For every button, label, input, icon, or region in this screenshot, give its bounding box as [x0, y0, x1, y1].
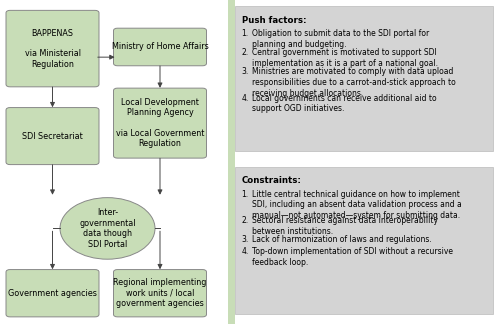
FancyBboxPatch shape: [235, 6, 492, 151]
FancyBboxPatch shape: [6, 10, 99, 87]
Text: Push factors:: Push factors:: [242, 16, 306, 25]
FancyBboxPatch shape: [114, 28, 206, 66]
Text: Regional implementing
work units / local
government agencies: Regional implementing work units / local…: [114, 278, 206, 308]
Text: 4.: 4.: [242, 94, 249, 103]
Text: Top-down implementation of SDI without a recursive
feedback loop.: Top-down implementation of SDI without a…: [252, 247, 454, 267]
Text: Central government is motivated to support SDI
implementation as it is a part of: Central government is motivated to suppo…: [252, 48, 438, 68]
Text: Inter-
governmental
data though
SDI Portal: Inter- governmental data though SDI Port…: [79, 208, 136, 249]
Text: Ministry of Home Affairs: Ministry of Home Affairs: [112, 42, 208, 52]
Text: BAPPENAS

via Ministerial
Regulation: BAPPENAS via Ministerial Regulation: [24, 29, 80, 69]
Text: Local governments can receive additional aid to
support OGD initiatives.: Local governments can receive additional…: [252, 94, 437, 113]
FancyBboxPatch shape: [235, 167, 492, 314]
Text: Local Development
Planning Agency

via Local Government
Regulation: Local Development Planning Agency via Lo…: [116, 98, 204, 148]
Text: SDI Secretariat: SDI Secretariat: [22, 132, 83, 141]
Text: Lack of harmonization of laws and regulations.: Lack of harmonization of laws and regula…: [252, 235, 432, 244]
Text: Obligation to submit data to the SDI portal for
planning and budgeting.: Obligation to submit data to the SDI por…: [252, 29, 430, 49]
Text: Sectoral resistance against data interoperability
between institutions.: Sectoral resistance against data interop…: [252, 216, 438, 236]
Text: Little central technical guidance on how to implement
SDI, including an absent d: Little central technical guidance on how…: [252, 190, 462, 220]
Text: Government agencies: Government agencies: [8, 289, 97, 298]
Text: 4.: 4.: [242, 247, 249, 256]
Text: 2.: 2.: [242, 216, 248, 225]
Text: 3.: 3.: [242, 67, 249, 76]
Text: 2.: 2.: [242, 48, 248, 57]
FancyBboxPatch shape: [114, 88, 206, 158]
Text: Ministries are motivated to comply with data upload
responsibilities due to a ca: Ministries are motivated to comply with …: [252, 67, 456, 98]
Circle shape: [60, 198, 155, 259]
Text: 3.: 3.: [242, 235, 249, 244]
Text: Constraints:: Constraints:: [242, 176, 302, 185]
Text: 1.: 1.: [242, 29, 248, 38]
Text: 1.: 1.: [242, 190, 248, 199]
FancyBboxPatch shape: [114, 270, 206, 317]
FancyBboxPatch shape: [6, 270, 99, 317]
FancyBboxPatch shape: [6, 108, 99, 165]
FancyBboxPatch shape: [228, 0, 235, 324]
